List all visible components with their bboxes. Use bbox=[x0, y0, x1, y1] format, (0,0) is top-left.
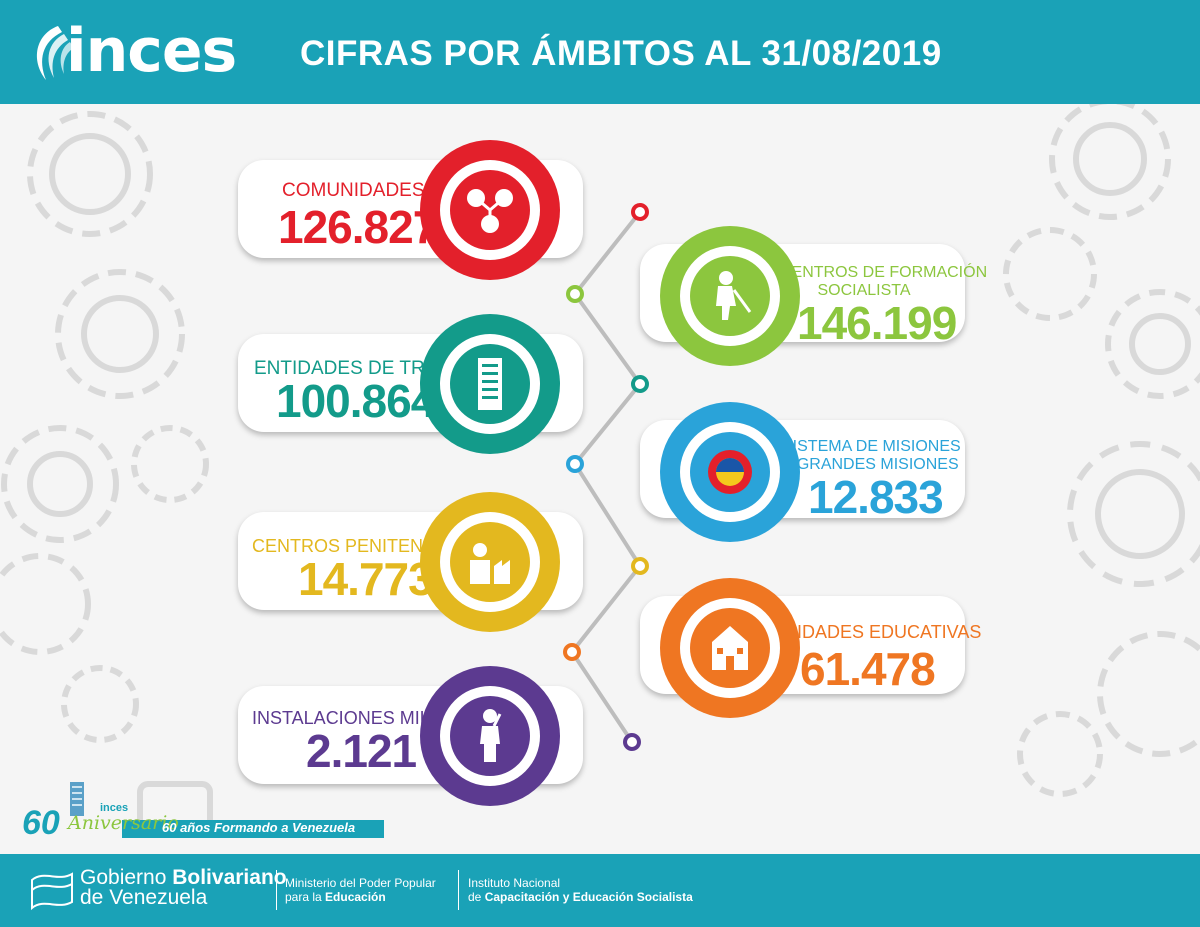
connector-dot bbox=[566, 455, 584, 473]
building-icon bbox=[478, 358, 502, 410]
footer-divider bbox=[458, 870, 459, 910]
connector-dot bbox=[563, 643, 581, 661]
connector-dot bbox=[623, 733, 641, 751]
stat-label: UNIDADES EDUCATIVAS bbox=[771, 622, 982, 642]
missions-icon bbox=[708, 450, 752, 494]
stat-value: 61.478 bbox=[800, 643, 936, 695]
government-flag-icon bbox=[31, 872, 73, 911]
footer-divider bbox=[276, 870, 277, 910]
ministry-name: Ministerio del Poder Popular para la Edu… bbox=[285, 876, 436, 904]
connector-dot bbox=[631, 375, 649, 393]
page-title: CIFRAS POR ÁMBITOS AL 31/08/2019 bbox=[300, 34, 942, 73]
stat-value: 126.827 bbox=[278, 201, 438, 253]
connector-dot bbox=[566, 285, 584, 303]
anniversary-badge: 60 inces Aniversario 60 años Formando a … bbox=[22, 778, 384, 844]
inces-logo: inces bbox=[28, 14, 237, 90]
tower-icon bbox=[70, 782, 84, 816]
anniversary-brand: inces bbox=[100, 802, 129, 814]
anniversary-slogan: 60 años Formando a Venezuela bbox=[162, 820, 356, 835]
connector-dot bbox=[631, 203, 649, 221]
stat-value: 100.864 bbox=[276, 375, 436, 427]
stat-value: 146.199 bbox=[797, 297, 957, 349]
logo-text: inces bbox=[66, 16, 237, 86]
anniversary-word: Aniversario bbox=[68, 812, 179, 834]
stat-label: CENTROS DE FORMACIÓN SOCIALISTA bbox=[780, 264, 988, 299]
anniversary-band bbox=[122, 820, 384, 838]
school-icon bbox=[712, 626, 748, 670]
stat-value: 12.833 bbox=[808, 471, 944, 523]
header-bar: inces CIFRAS POR ÁMBITOS AL 31/08/2019 bbox=[0, 0, 1200, 104]
stat-label: COMUNIDADES bbox=[282, 180, 425, 201]
soldier-icon bbox=[480, 709, 502, 762]
institute-name: Instituto Nacional de Capacitación y Edu… bbox=[468, 876, 693, 904]
government-name: Gobierno Bolivariano de Venezuela bbox=[80, 866, 287, 909]
worker-icon bbox=[716, 271, 752, 320]
stat-value: 2.121 bbox=[306, 725, 417, 777]
swoosh-icon bbox=[36, 26, 74, 80]
stat-value: 14.773 bbox=[298, 553, 434, 605]
connector-dot bbox=[631, 557, 649, 575]
stat-label: SISTEMA DE MISIONES Y GRANDES MISIONES bbox=[782, 438, 961, 473]
community-icon bbox=[467, 189, 513, 233]
footer-bar: Gobierno Bolivariano de Venezuela Minist… bbox=[0, 854, 1200, 927]
anniversary-number: 60 bbox=[22, 804, 60, 842]
background-gears bbox=[0, 104, 1200, 831]
factory-worker-icon bbox=[470, 543, 510, 584]
